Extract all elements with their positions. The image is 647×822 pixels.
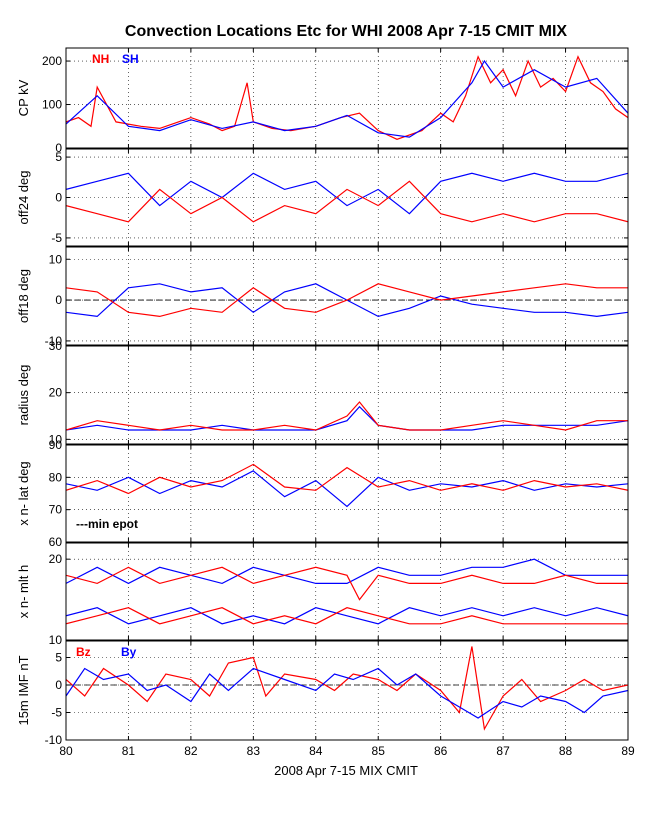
panel-frame	[65, 444, 629, 543]
y-axis-label: radius deg	[16, 365, 31, 426]
x-tick-label: 89	[621, 744, 635, 758]
panel-6: 10 20 x n- mlt h	[16, 542, 629, 647]
series-line-nh	[66, 566, 628, 601]
y-tick-label: 100	[42, 98, 62, 112]
panel-2: -5 0 5 off24 deg	[16, 148, 629, 247]
x-tick-label: 87	[496, 744, 510, 758]
series-line-sh	[66, 172, 628, 215]
series-line-sh	[66, 470, 628, 508]
series-line-by	[66, 667, 628, 719]
y-tick-label: 200	[42, 54, 62, 68]
y-axis-label: x n- mlt h	[16, 565, 31, 618]
x-tick-label: 80	[59, 744, 73, 758]
series-group	[66, 463, 628, 508]
y-tick-label: 10	[49, 432, 63, 446]
y-tick-label: 70	[49, 503, 63, 517]
series-line-sh	[66, 607, 628, 625]
series-group	[66, 558, 628, 625]
series-line-sh	[66, 405, 628, 431]
panel-frame	[65, 542, 629, 641]
series-line-sh	[66, 59, 628, 138]
y-tick-label: 5	[55, 651, 62, 665]
series-group	[66, 55, 628, 140]
x-tick-label: 82	[184, 744, 198, 758]
legend-item: Bz	[76, 645, 91, 659]
x-tick-label: 88	[559, 744, 573, 758]
series-group	[66, 646, 628, 731]
x-tick-label: 86	[434, 744, 448, 758]
y-tick-label: 80	[49, 470, 63, 484]
panel-7: -10 -5 0 5 15m IMF nT Bz By 80 81 82 83 84 85 86 87 88 8…	[16, 640, 635, 758]
y-tick-label: 90	[49, 438, 63, 452]
panel-frame	[65, 148, 629, 247]
x-axis-label: 2008 Apr 7-15 MIX CMIT	[274, 763, 418, 778]
y-tick-label: -10	[45, 733, 63, 747]
panel-1: 0 100 200 CP kV NH SH	[16, 47, 629, 155]
panel-frame	[65, 640, 629, 741]
series-line-nh	[66, 463, 628, 495]
y-tick-label: 60	[49, 535, 63, 549]
y-tick-label: 0	[55, 141, 62, 155]
panel-3: -10 0 10 off18 deg	[16, 246, 629, 348]
y-tick-label: 20	[49, 386, 63, 400]
y-tick-label: 0	[55, 678, 62, 692]
y-axis-label: x n- lat deg	[16, 461, 31, 525]
series-line-nh	[66, 607, 628, 625]
y-axis-label: off24 deg	[16, 171, 31, 225]
y-tick-label: -5	[51, 706, 62, 720]
series-line-nh	[66, 180, 628, 223]
panel-annotation: ---min epot	[76, 517, 138, 531]
y-axis-label: 15m IMF nT	[16, 655, 31, 725]
y-tick-label: 30	[49, 339, 63, 353]
legend-item: NH	[92, 52, 109, 66]
y-tick-label: -10	[45, 334, 63, 348]
series-line-bz	[66, 646, 628, 731]
x-tick-label: 84	[309, 744, 323, 758]
series-line-nh	[66, 55, 628, 140]
panel-4: 10 20 30 radius deg	[16, 339, 629, 446]
y-axis-label: off18 deg	[16, 269, 31, 323]
y-tick-label: 5	[55, 150, 62, 164]
y-tick-label: -5	[51, 231, 62, 245]
series-line-nh	[66, 283, 628, 318]
x-tick-label: 83	[247, 744, 261, 758]
legend-item: By	[121, 645, 137, 659]
series-group	[66, 283, 628, 318]
series-group	[66, 172, 628, 223]
x-tick-label: 81	[122, 744, 136, 758]
chart-title: Convection Locations Etc for WHI 2008 Ap…	[125, 23, 567, 40]
y-tick-label: 0	[55, 191, 62, 205]
x-tick-label: 85	[372, 744, 386, 758]
series-line-nh	[66, 401, 628, 431]
y-tick-label: 20	[49, 552, 63, 566]
y-tick-label: 10	[49, 252, 63, 266]
legend-item: SH	[122, 52, 139, 66]
series-group	[66, 401, 628, 431]
y-tick-label: 0	[55, 293, 62, 307]
panel-5: 60 70 80 90 x n- lat deg ---min epot	[16, 438, 629, 549]
panel-frame	[65, 47, 629, 149]
y-tick-label: 10	[49, 633, 63, 647]
panel-frame	[65, 246, 629, 346]
y-axis-label: CP kV	[16, 79, 31, 116]
panel-frame	[65, 345, 629, 445]
series-line-sh	[66, 558, 628, 585]
